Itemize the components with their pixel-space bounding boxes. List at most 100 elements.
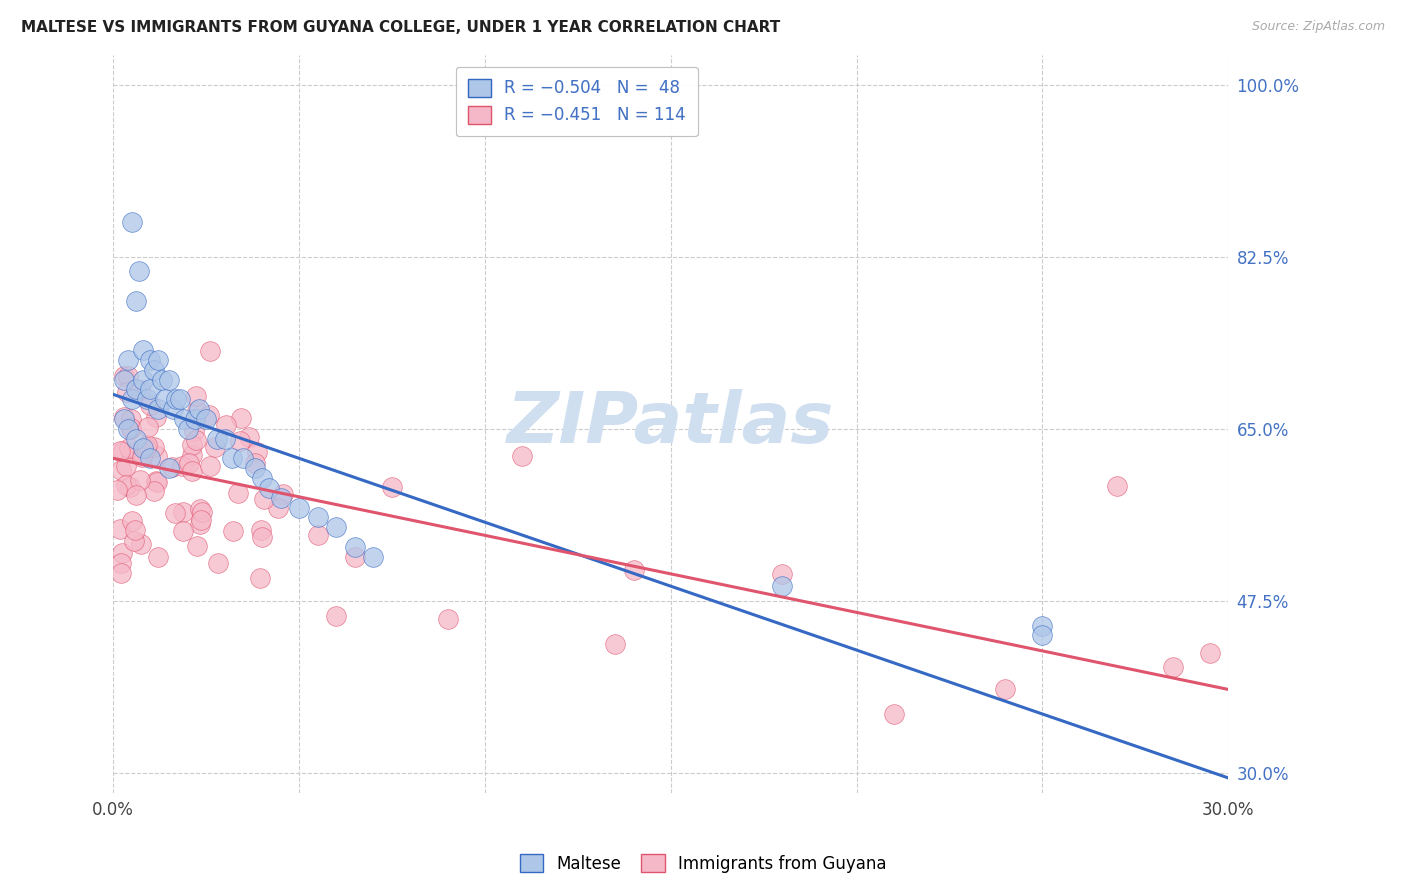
Point [198, 408, 221, 422]
Text: ZIPatlas: ZIPatlas [508, 390, 834, 458]
Point [115, 384, 138, 399]
Point [214, 432, 236, 446]
Point [221, 451, 243, 466]
Point [120, 445, 142, 459]
Point [135, 441, 157, 455]
Point [172, 524, 194, 539]
Point [115, 458, 138, 473]
Point [145, 474, 167, 488]
Point [110, 556, 132, 570]
Point [1105, 479, 1128, 493]
Point [121, 514, 143, 528]
Point [1161, 659, 1184, 673]
Point [222, 524, 245, 539]
Point [139, 451, 162, 466]
Point [180, 464, 202, 478]
Point [136, 420, 159, 434]
Point [1031, 618, 1053, 632]
Point [187, 402, 209, 417]
Point [195, 412, 218, 426]
Point [250, 523, 273, 537]
Point [623, 563, 645, 577]
Point [124, 293, 146, 308]
Point [114, 478, 136, 492]
Point [198, 344, 221, 359]
Point [117, 422, 139, 436]
Point [143, 484, 166, 499]
Point [139, 398, 162, 412]
Point [143, 440, 166, 454]
Point [162, 402, 184, 417]
Point [146, 549, 169, 564]
Point [250, 530, 273, 544]
Point [124, 524, 146, 538]
Point [176, 422, 198, 436]
Point [146, 402, 169, 417]
Point [188, 516, 211, 531]
Point [228, 434, 250, 449]
Point [132, 446, 155, 460]
Point [111, 444, 134, 458]
Point [198, 459, 221, 474]
Point [436, 612, 458, 626]
Point [288, 500, 311, 515]
Point [770, 567, 793, 582]
Point [172, 505, 194, 519]
Point [132, 343, 155, 358]
Legend: Maltese, Immigrants from Guyana: Maltese, Immigrants from Guyana [513, 847, 893, 880]
Point [250, 471, 273, 485]
Point [603, 637, 626, 651]
Point [510, 449, 533, 463]
Point [120, 422, 142, 436]
Point [343, 540, 366, 554]
Point [131, 536, 153, 550]
Point [105, 483, 128, 497]
Point [124, 533, 146, 548]
Point [110, 566, 132, 581]
Point [128, 264, 150, 278]
Point [180, 448, 202, 462]
Point [117, 353, 139, 368]
Point [229, 411, 252, 425]
Point [180, 438, 202, 452]
Point [207, 556, 229, 570]
Point [124, 432, 146, 446]
Point [169, 392, 191, 407]
Point [165, 392, 187, 407]
Point [132, 442, 155, 456]
Point [121, 215, 143, 229]
Point [271, 486, 294, 500]
Point [325, 609, 347, 624]
Point [267, 501, 290, 516]
Point [118, 441, 141, 455]
Point [121, 392, 143, 407]
Point [112, 412, 135, 426]
Text: Source: ZipAtlas.com: Source: ZipAtlas.com [1251, 20, 1385, 33]
Point [135, 392, 157, 407]
Point [124, 383, 146, 397]
Point [108, 443, 131, 458]
Point [1198, 646, 1220, 660]
Point [128, 383, 150, 397]
Point [145, 409, 167, 424]
Point [191, 504, 214, 518]
Point [157, 373, 180, 387]
Point [135, 438, 157, 452]
Point [165, 506, 187, 520]
Point [114, 409, 136, 424]
Point [249, 571, 271, 585]
Point [343, 550, 366, 565]
Point [157, 461, 180, 475]
Point [184, 412, 207, 426]
Point [307, 510, 329, 524]
Point [270, 491, 292, 505]
Point [188, 501, 211, 516]
Point [173, 412, 195, 426]
Point [117, 369, 139, 384]
Point [207, 432, 229, 446]
Point [139, 383, 162, 397]
Point [129, 473, 152, 487]
Point [186, 539, 208, 553]
Point [172, 459, 194, 474]
Point [243, 456, 266, 470]
